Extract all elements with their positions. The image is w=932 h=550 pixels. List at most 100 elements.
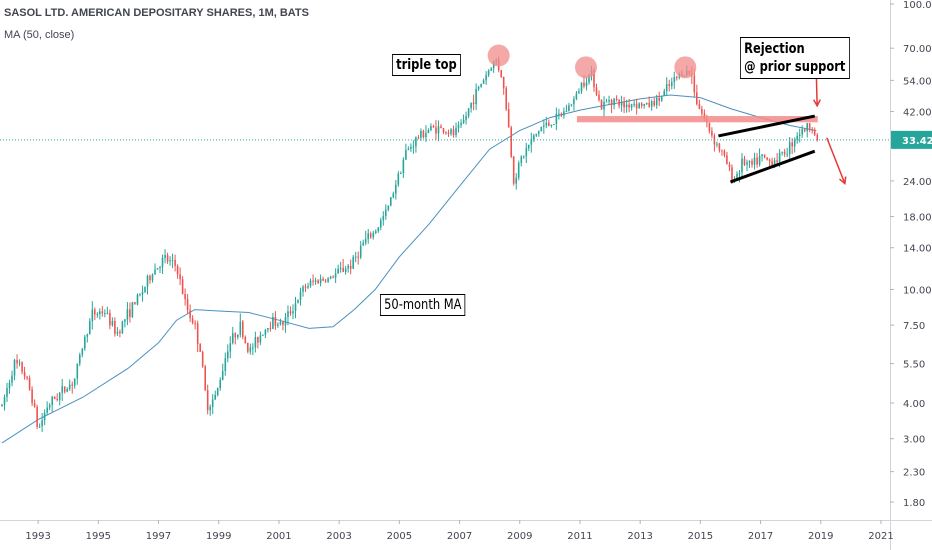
candle-body: [801, 129, 803, 135]
candle-body: [560, 113, 563, 116]
candle-body: [402, 159, 405, 173]
candle-body: [6, 387, 8, 397]
y-tick-label: 14.00: [903, 244, 932, 255]
rejection-label-line2: @ prior support: [744, 59, 846, 75]
candle-body: [96, 314, 99, 316]
top-marker: [674, 56, 697, 79]
candle-body: [131, 302, 134, 317]
candle-body: [129, 309, 131, 317]
candle-body: [289, 311, 292, 314]
candle-body: [324, 280, 327, 282]
candle-body: [583, 82, 585, 87]
candle-body: [121, 321, 124, 334]
candle-body: [116, 331, 119, 334]
x-tick-label: 2011: [567, 531, 592, 542]
candle-body: [287, 311, 289, 318]
candle-body: [475, 89, 477, 105]
candle-body: [783, 151, 786, 155]
candle-body: [500, 70, 502, 77]
candle-body: [181, 279, 184, 294]
candle-body: [773, 160, 776, 166]
candle-body: [668, 84, 671, 86]
candle-body: [400, 173, 402, 175]
last-price-badge: [891, 130, 932, 149]
candle-body: [803, 129, 806, 132]
candle-body: [397, 173, 400, 185]
candle-body: [13, 359, 16, 376]
candle-body: [272, 317, 274, 329]
candle-body: [640, 103, 643, 106]
candle-body: [284, 317, 287, 326]
candle-body: [535, 133, 538, 136]
candle-body: [277, 324, 279, 326]
candle-body: [189, 310, 191, 319]
candle-body: [337, 268, 339, 274]
candle-body: [528, 144, 530, 149]
candle-body: [718, 143, 721, 151]
candle-body: [550, 124, 553, 126]
candle-body: [154, 269, 156, 275]
candle-body: [470, 102, 472, 109]
candle-body: [462, 120, 465, 123]
y-tick-label: 24.00: [903, 177, 932, 188]
candle-body: [387, 205, 390, 210]
candle-body: [214, 394, 216, 400]
candle-body: [480, 83, 482, 87]
candle-body: [575, 93, 578, 100]
candle-body: [593, 70, 595, 88]
candle-body: [314, 280, 317, 282]
candle-body: [41, 420, 43, 427]
candle-body: [28, 378, 31, 390]
candle-body: [748, 160, 751, 163]
candle-body: [216, 388, 219, 395]
candle-body: [633, 103, 635, 105]
x-tick-label: 1995: [86, 531, 111, 542]
candle-body: [302, 286, 304, 292]
candle-body: [482, 80, 485, 84]
candle-body: [144, 286, 146, 292]
candle-body: [573, 99, 575, 105]
candle-body: [407, 148, 410, 150]
candle-body: [432, 126, 435, 128]
channel-upper-line: [718, 114, 816, 138]
candle-body: [71, 384, 73, 386]
candle-body: [375, 231, 377, 233]
candle-body: [736, 173, 738, 180]
candle-body: [813, 130, 816, 135]
candle-body: [329, 276, 332, 279]
candle-body: [252, 347, 254, 349]
candle-body: [816, 134, 819, 140]
candle-body: [18, 362, 21, 364]
candle-body: [645, 102, 648, 105]
candle-body: [430, 126, 432, 130]
candle-body: [48, 405, 51, 408]
candle-body: [124, 319, 126, 322]
candle-body: [294, 303, 297, 312]
candle-body: [322, 278, 324, 281]
candle-body: [279, 322, 282, 325]
last-price-label: 33.42: [902, 136, 932, 147]
candle-body: [334, 273, 337, 278]
candle-body: [68, 384, 71, 389]
candle-body: [33, 403, 36, 407]
candle-body: [194, 323, 196, 325]
candle-body: [282, 322, 284, 326]
y-tick-label: 1.80: [903, 498, 925, 509]
candle-body: [427, 130, 430, 134]
candle-body: [457, 125, 460, 128]
candle-body: [109, 312, 111, 326]
candle-body: [585, 82, 588, 87]
candle-body: [653, 101, 655, 106]
candle-body: [354, 256, 357, 258]
candle-body: [382, 216, 385, 221]
candle-body: [450, 129, 452, 134]
candle-body: [161, 258, 164, 268]
candle-body: [196, 323, 199, 344]
candle-body: [618, 100, 620, 106]
candle-body: [66, 389, 68, 392]
x-tick-label: 2005: [387, 531, 412, 542]
candle-body: [510, 127, 512, 157]
candle-body: [390, 197, 392, 206]
